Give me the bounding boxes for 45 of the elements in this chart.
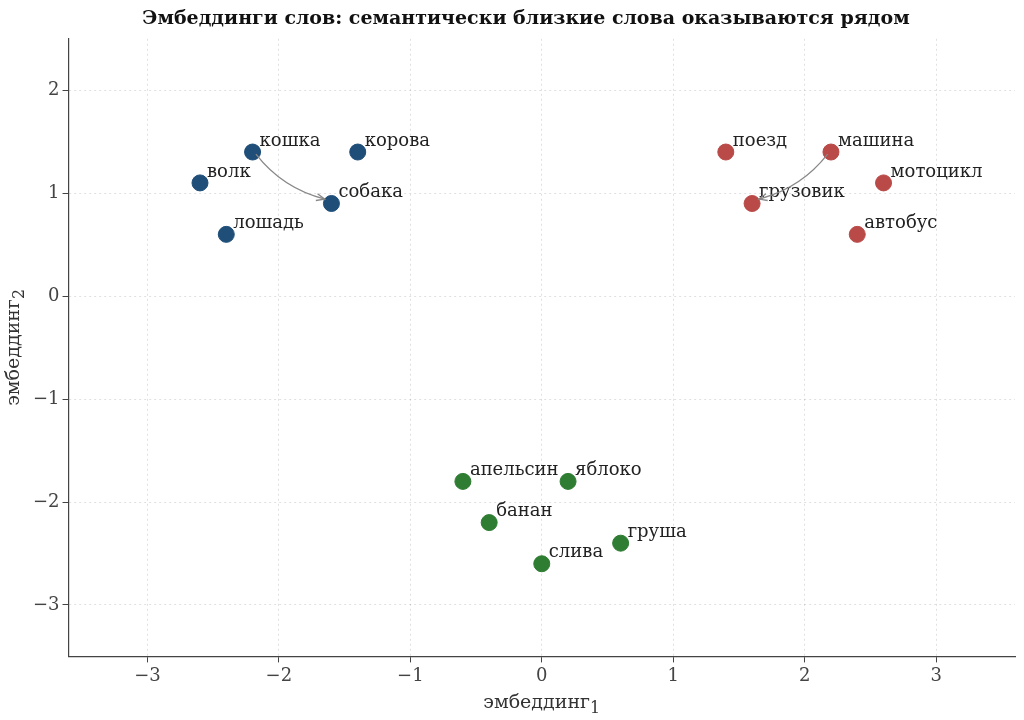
x-tick-label: −1 xyxy=(397,663,424,685)
point xyxy=(322,194,340,212)
x-tick-label: −2 xyxy=(265,663,293,685)
x-tick-label: 3 xyxy=(930,663,942,685)
annotation: корова xyxy=(364,128,431,150)
annotation: кошка xyxy=(259,128,321,150)
annotation: поезд xyxy=(732,128,788,150)
y-tick-label: 2 xyxy=(48,77,60,99)
annotation: апельсин xyxy=(469,458,559,480)
annotation: слива xyxy=(548,540,604,562)
point xyxy=(743,194,761,212)
annotation: яблоко xyxy=(575,458,642,480)
point xyxy=(191,174,209,192)
y-tick-label: 1 xyxy=(48,180,60,202)
point xyxy=(217,225,235,243)
point xyxy=(454,472,472,490)
annotation: собака xyxy=(338,180,404,202)
annotation: грузовик xyxy=(759,180,846,202)
annotation: груша xyxy=(627,519,687,541)
y-tick-label: 0 xyxy=(48,283,60,305)
point xyxy=(717,143,735,161)
point xyxy=(533,555,551,573)
annotation: банан xyxy=(496,499,553,521)
point xyxy=(244,143,262,161)
point xyxy=(848,225,866,243)
x-tick-label: 1 xyxy=(667,663,679,685)
point xyxy=(875,174,893,192)
point xyxy=(349,143,367,161)
point xyxy=(559,472,577,490)
point xyxy=(822,143,840,161)
point xyxy=(612,534,630,552)
y-tick-label: −3 xyxy=(32,592,60,614)
x-axis-title: эмбеддинг$_{1}$ xyxy=(483,690,601,717)
y-tick-label: −1 xyxy=(32,386,60,408)
annotation: волк xyxy=(206,159,252,181)
chart-title: Эмбеддинги слов: семантически близкие слова оказываются рядом xyxy=(142,6,910,29)
x-tick-label: 0 xyxy=(536,663,548,685)
annotation: мотоцикл xyxy=(890,159,983,181)
annotation: автобус xyxy=(864,211,938,233)
annotation: лошадь xyxy=(233,211,305,233)
point xyxy=(480,514,498,532)
y-tick-label: −2 xyxy=(32,489,60,511)
x-tick-label: −3 xyxy=(134,663,161,685)
annotation: машина xyxy=(837,128,915,150)
x-tick-label: 2 xyxy=(798,663,811,685)
